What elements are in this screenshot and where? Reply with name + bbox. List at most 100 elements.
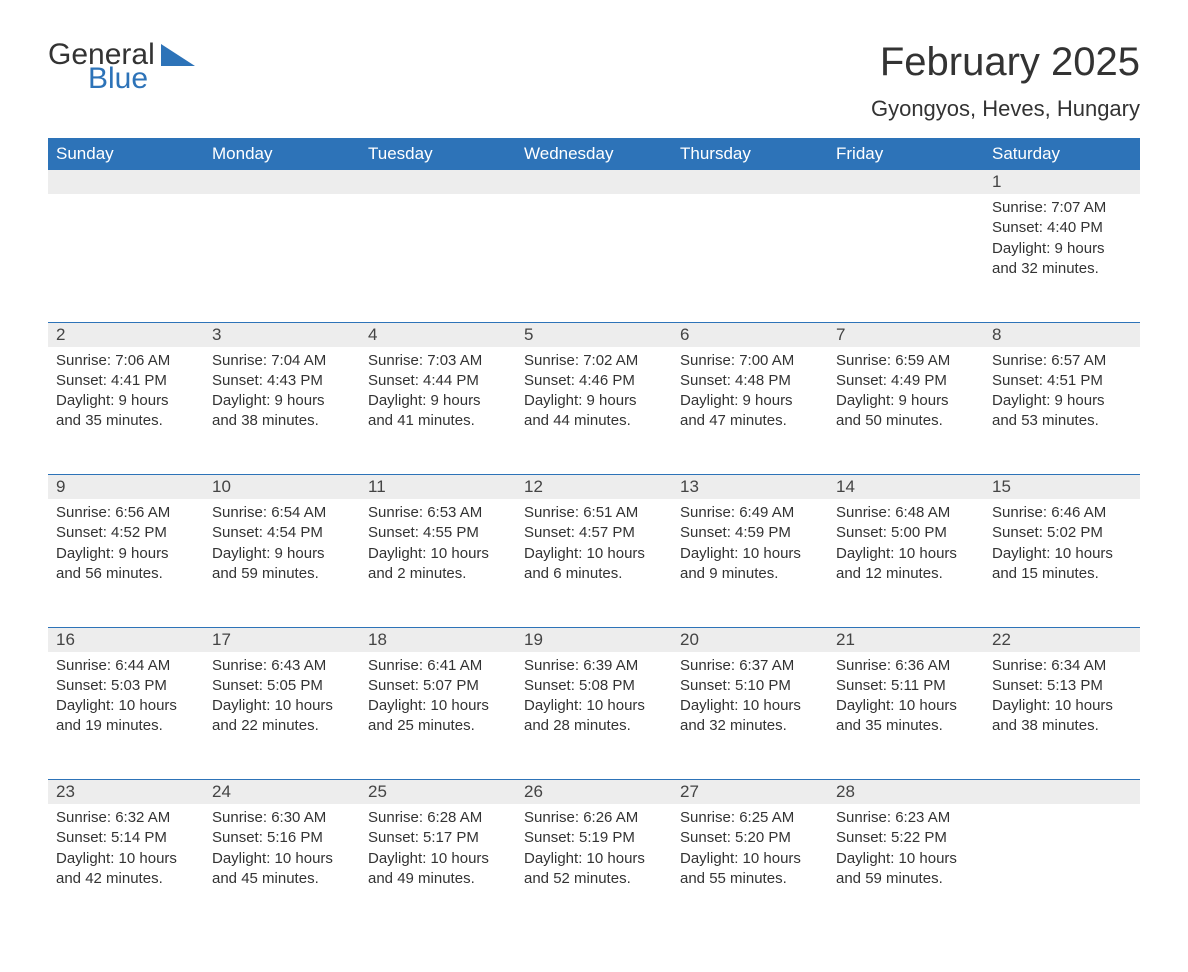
sunset-text: Sunset: 5:22 PM	[836, 828, 976, 848]
day-body: Sunrise: 6:56 AMSunset: 4:52 PMDaylight:…	[48, 499, 204, 596]
calendar-daynum-cell: 12	[516, 475, 672, 500]
calendar-day-cell	[48, 194, 204, 322]
sunrise-text: Sunrise: 7:00 AM	[680, 351, 820, 371]
calendar-day-cell: Sunrise: 6:25 AMSunset: 5:20 PMDaylight:…	[672, 804, 828, 932]
calendar-day-cell: Sunrise: 7:06 AMSunset: 4:41 PMDaylight:…	[48, 347, 204, 475]
daylight-text: Daylight: 10 hours and 42 minutes.	[56, 849, 196, 890]
day-number: 8	[984, 323, 1140, 347]
calendar-daynum-cell: 26	[516, 780, 672, 805]
day-number	[516, 170, 672, 194]
daylight-text: Daylight: 9 hours and 47 minutes.	[680, 391, 820, 432]
sunrise-text: Sunrise: 6:43 AM	[212, 656, 352, 676]
day-body: Sunrise: 6:32 AMSunset: 5:14 PMDaylight:…	[48, 804, 204, 901]
calendar-day-cell: Sunrise: 7:03 AMSunset: 4:44 PMDaylight:…	[360, 347, 516, 475]
sunset-text: Sunset: 4:43 PM	[212, 371, 352, 391]
sunrise-text: Sunrise: 7:02 AM	[524, 351, 664, 371]
day-number: 17	[204, 628, 360, 652]
day-body: Sunrise: 7:00 AMSunset: 4:48 PMDaylight:…	[672, 347, 828, 444]
sunrise-text: Sunrise: 6:54 AM	[212, 503, 352, 523]
day-number	[360, 170, 516, 194]
day-body: Sunrise: 7:07 AMSunset: 4:40 PMDaylight:…	[984, 194, 1140, 291]
logo-text: General Blue	[48, 40, 155, 94]
day-number: 21	[828, 628, 984, 652]
calendar-day-cell: Sunrise: 6:54 AMSunset: 4:54 PMDaylight:…	[204, 499, 360, 627]
day-number: 7	[828, 323, 984, 347]
daylight-text: Daylight: 9 hours and 53 minutes.	[992, 391, 1132, 432]
calendar-daynum-row: 16171819202122	[48, 627, 1140, 652]
day-number: 22	[984, 628, 1140, 652]
calendar-body-row: Sunrise: 6:32 AMSunset: 5:14 PMDaylight:…	[48, 804, 1140, 932]
day-body	[360, 194, 516, 210]
calendar-daynum-cell	[828, 170, 984, 194]
sunrise-text: Sunrise: 6:37 AM	[680, 656, 820, 676]
sunrise-text: Sunrise: 7:03 AM	[368, 351, 508, 371]
calendar-body-row: Sunrise: 7:07 AMSunset: 4:40 PMDaylight:…	[48, 194, 1140, 322]
calendar-day-cell: Sunrise: 6:26 AMSunset: 5:19 PMDaylight:…	[516, 804, 672, 932]
day-number: 4	[360, 323, 516, 347]
sunset-text: Sunset: 5:05 PM	[212, 676, 352, 696]
calendar-day-cell: Sunrise: 6:48 AMSunset: 5:00 PMDaylight:…	[828, 499, 984, 627]
day-number: 26	[516, 780, 672, 804]
day-body: Sunrise: 6:54 AMSunset: 4:54 PMDaylight:…	[204, 499, 360, 596]
day-body: Sunrise: 7:06 AMSunset: 4:41 PMDaylight:…	[48, 347, 204, 444]
calendar-day-cell: Sunrise: 6:32 AMSunset: 5:14 PMDaylight:…	[48, 804, 204, 932]
calendar-day-cell	[672, 194, 828, 322]
day-number: 15	[984, 475, 1140, 499]
calendar-day-cell: Sunrise: 6:59 AMSunset: 4:49 PMDaylight:…	[828, 347, 984, 475]
day-body: Sunrise: 6:48 AMSunset: 5:00 PMDaylight:…	[828, 499, 984, 596]
sunset-text: Sunset: 5:08 PM	[524, 676, 664, 696]
daylight-text: Daylight: 9 hours and 32 minutes.	[992, 239, 1132, 280]
sunrise-text: Sunrise: 6:56 AM	[56, 503, 196, 523]
sunset-text: Sunset: 5:11 PM	[836, 676, 976, 696]
day-body: Sunrise: 6:37 AMSunset: 5:10 PMDaylight:…	[672, 652, 828, 749]
logo-word2: Blue	[88, 64, 155, 94]
sunrise-text: Sunrise: 7:04 AM	[212, 351, 352, 371]
daylight-text: Daylight: 10 hours and 9 minutes.	[680, 544, 820, 585]
calendar-daynum-cell: 11	[360, 475, 516, 500]
day-number: 25	[360, 780, 516, 804]
calendar-day-cell	[828, 194, 984, 322]
dayheader-friday: Friday	[828, 138, 984, 170]
daylight-text: Daylight: 9 hours and 35 minutes.	[56, 391, 196, 432]
calendar-daynum-cell: 7	[828, 322, 984, 347]
daylight-text: Daylight: 10 hours and 55 minutes.	[680, 849, 820, 890]
calendar-body-row: Sunrise: 6:44 AMSunset: 5:03 PMDaylight:…	[48, 652, 1140, 780]
day-number: 27	[672, 780, 828, 804]
calendar-daynum-cell	[48, 170, 204, 194]
calendar-day-cell	[984, 804, 1140, 932]
sunrise-text: Sunrise: 6:51 AM	[524, 503, 664, 523]
daylight-text: Daylight: 10 hours and 28 minutes.	[524, 696, 664, 737]
calendar-day-cell: Sunrise: 6:36 AMSunset: 5:11 PMDaylight:…	[828, 652, 984, 780]
day-body: Sunrise: 6:39 AMSunset: 5:08 PMDaylight:…	[516, 652, 672, 749]
day-body: Sunrise: 6:53 AMSunset: 4:55 PMDaylight:…	[360, 499, 516, 596]
calendar-daynum-cell: 28	[828, 780, 984, 805]
day-body: Sunrise: 6:34 AMSunset: 5:13 PMDaylight:…	[984, 652, 1140, 749]
sunrise-text: Sunrise: 6:46 AM	[992, 503, 1132, 523]
sunrise-text: Sunrise: 6:48 AM	[836, 503, 976, 523]
calendar-day-cell: Sunrise: 7:04 AMSunset: 4:43 PMDaylight:…	[204, 347, 360, 475]
daylight-text: Daylight: 10 hours and 38 minutes.	[992, 696, 1132, 737]
daylight-text: Daylight: 10 hours and 32 minutes.	[680, 696, 820, 737]
day-body: Sunrise: 6:26 AMSunset: 5:19 PMDaylight:…	[516, 804, 672, 901]
sunset-text: Sunset: 4:55 PM	[368, 523, 508, 543]
calendar-daynum-row: 2345678	[48, 322, 1140, 347]
sunrise-text: Sunrise: 6:32 AM	[56, 808, 196, 828]
sunset-text: Sunset: 4:40 PM	[992, 218, 1132, 238]
calendar-daynum-cell: 13	[672, 475, 828, 500]
calendar-daynum-cell: 24	[204, 780, 360, 805]
day-body: Sunrise: 6:23 AMSunset: 5:22 PMDaylight:…	[828, 804, 984, 901]
daylight-text: Daylight: 10 hours and 52 minutes.	[524, 849, 664, 890]
calendar-body-row: Sunrise: 7:06 AMSunset: 4:41 PMDaylight:…	[48, 347, 1140, 475]
calendar-daynum-cell: 3	[204, 322, 360, 347]
calendar-day-cell: Sunrise: 6:37 AMSunset: 5:10 PMDaylight:…	[672, 652, 828, 780]
day-number: 19	[516, 628, 672, 652]
sunset-text: Sunset: 4:52 PM	[56, 523, 196, 543]
day-body	[672, 194, 828, 210]
daylight-text: Daylight: 9 hours and 50 minutes.	[836, 391, 976, 432]
day-body: Sunrise: 7:03 AMSunset: 4:44 PMDaylight:…	[360, 347, 516, 444]
day-number: 9	[48, 475, 204, 499]
day-body: Sunrise: 6:43 AMSunset: 5:05 PMDaylight:…	[204, 652, 360, 749]
calendar-day-cell	[360, 194, 516, 322]
calendar-daynum-cell: 9	[48, 475, 204, 500]
day-body: Sunrise: 7:02 AMSunset: 4:46 PMDaylight:…	[516, 347, 672, 444]
